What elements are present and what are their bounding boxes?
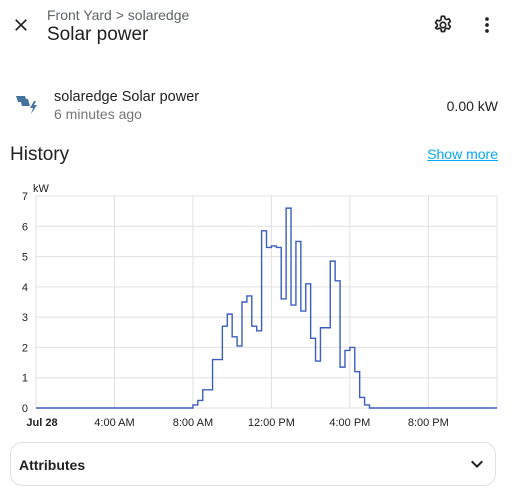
show-more-link[interactable]: Show more (427, 146, 498, 162)
x-tick-label: 8:00 PM (408, 417, 449, 429)
y-tick-label: 2 (22, 342, 28, 354)
history-chart: 0 1 2 3 4 5 6 7 Jul 28 4:00 AM 8:00 AM 12:00 PM 4:00… (0, 178, 512, 436)
solar-power-icon (14, 92, 42, 116)
x-tick-label: Jul 28 (26, 417, 57, 429)
y-tick-label: 1 (22, 373, 28, 385)
more-options-button[interactable] (473, 11, 501, 39)
attributes-expander[interactable]: Attributes (10, 442, 496, 486)
close-icon (15, 19, 27, 31)
more-vertical-icon (485, 17, 489, 33)
y-tick-label: 7 (22, 191, 28, 203)
dialog-title: Solar power (47, 24, 149, 45)
gear-icon (434, 15, 452, 33)
y-axis-label: kW (33, 183, 50, 195)
attributes-label: Attributes (19, 457, 86, 473)
y-tick-label: 4 (22, 282, 28, 294)
y-tick-label: 0 (22, 403, 28, 415)
x-tick-label: 12:00 PM (248, 417, 295, 429)
entity-name: solaredge Solar power (54, 89, 200, 105)
y-tick-label: 5 (22, 252, 28, 264)
history-title: History (10, 144, 70, 165)
chevron-down-icon (471, 460, 483, 468)
x-tick-label: 8:00 AM (173, 417, 213, 429)
history-chart-svg: 0 1 2 3 4 5 6 7 Jul 28 4:00 AM 8:00 AM 12:00 PM 4:00… (22, 183, 498, 429)
x-tick-label: 4:00 AM (94, 417, 134, 429)
y-tick-label: 3 (22, 312, 28, 324)
x-tick-label: 4:00 PM (329, 417, 370, 429)
breadcrumb: Front Yard > solaredge (47, 7, 190, 23)
entity-state: 0.00 kW (446, 98, 498, 114)
series-line (36, 207, 497, 409)
entity-last-changed: 6 minutes ago (54, 106, 142, 122)
close-button[interactable] (6, 10, 36, 40)
settings-button[interactable] (429, 11, 457, 39)
y-tick-label: 6 (22, 221, 28, 233)
